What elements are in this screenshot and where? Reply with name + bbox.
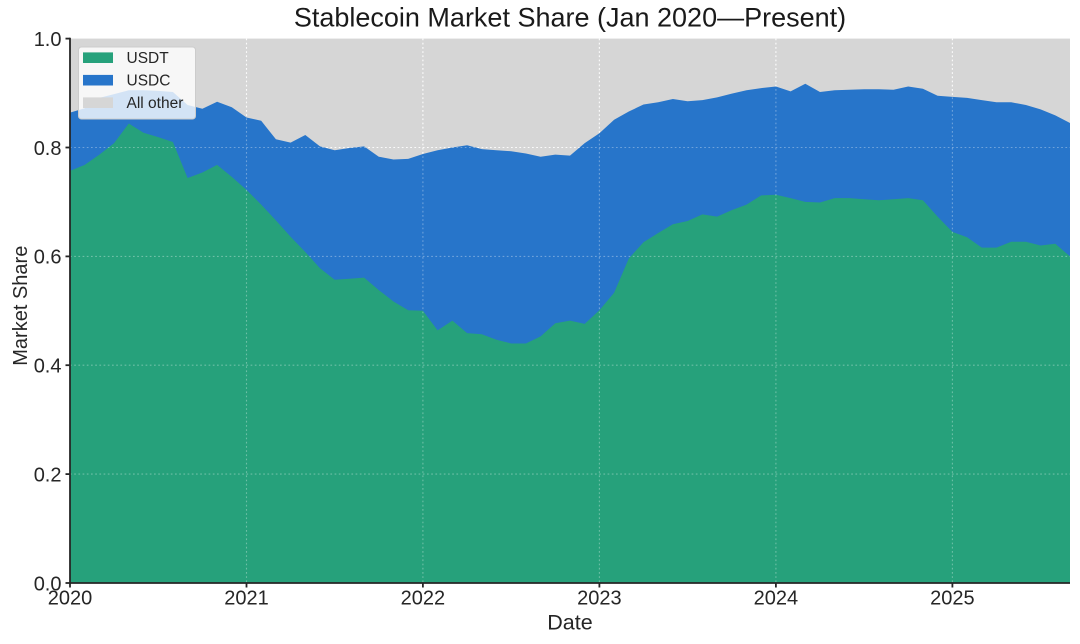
svg-text:2025: 2025 bbox=[930, 588, 975, 610]
svg-text:2024: 2024 bbox=[754, 588, 799, 610]
svg-text:Date: Date bbox=[547, 611, 592, 635]
svg-text:All other: All other bbox=[127, 95, 184, 112]
svg-text:USDC: USDC bbox=[127, 73, 171, 90]
svg-text:Market Share: Market Share bbox=[10, 246, 32, 366]
svg-text:0.2: 0.2 bbox=[34, 464, 62, 486]
svg-text:0.0: 0.0 bbox=[34, 573, 62, 595]
svg-text:1.0: 1.0 bbox=[34, 29, 62, 51]
svg-text:0.4: 0.4 bbox=[34, 356, 62, 378]
svg-text:2023: 2023 bbox=[577, 588, 622, 610]
svg-text:0.6: 0.6 bbox=[34, 247, 62, 269]
svg-text:0.8: 0.8 bbox=[34, 138, 62, 160]
svg-text:Stablecoin Market Share (Jan 2: Stablecoin Market Share (Jan 2020—Presen… bbox=[294, 2, 846, 32]
svg-text:2022: 2022 bbox=[401, 588, 446, 610]
svg-text:2021: 2021 bbox=[224, 588, 269, 610]
svg-text:2020: 2020 bbox=[48, 588, 93, 610]
svg-text:USDT: USDT bbox=[127, 50, 170, 67]
